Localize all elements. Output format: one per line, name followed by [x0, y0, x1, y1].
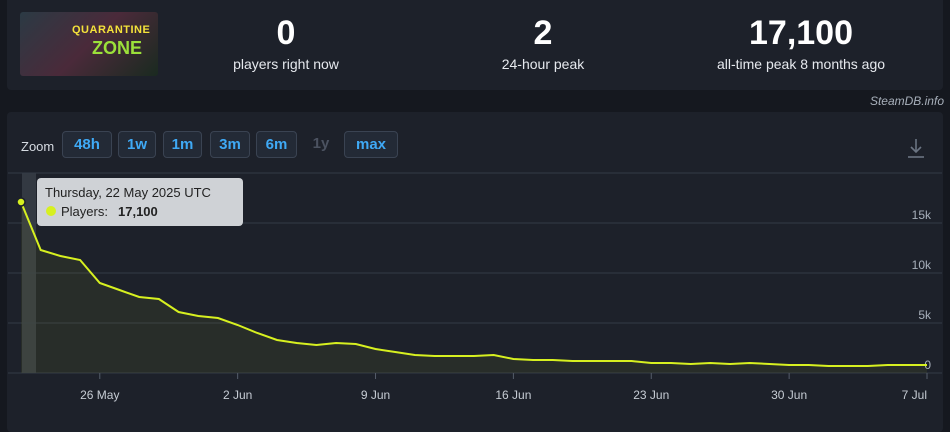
tooltip: Thursday, 22 May 2025 UTC Players: 17,10… [37, 178, 243, 226]
y-tick-label: 10k [912, 258, 932, 272]
line [20, 201, 927, 367]
stat-value: 17,100 [749, 14, 853, 52]
x-tick-label: 7 Jul [902, 388, 927, 402]
x-tick-label: 9 Jun [361, 388, 390, 402]
zoom-button[interactable]: 1m [163, 131, 202, 158]
stat: 17,100 all-time peak 8 months ago [671, 14, 931, 72]
zoom-button[interactable]: max [344, 131, 398, 158]
zoom-button[interactable]: 48h [62, 131, 112, 158]
image-text: QUARANTINE [72, 24, 151, 36]
y-tick-label: 15k [912, 208, 932, 222]
header-panel [7, 0, 943, 90]
stat: 2 24-hour peak [413, 14, 673, 72]
stat-label: all-time peak 8 months ago [716, 56, 886, 72]
area [21, 202, 927, 373]
stat-label: 24-hour peak [501, 56, 585, 72]
zoom-label: Zoom [21, 139, 55, 154]
game-image[interactable]: QUARANTINE ZONE [20, 12, 158, 76]
stat-value: 2 [533, 14, 553, 52]
zoom-button: 1y [312, 135, 330, 152]
y-tick-label: 5k [918, 308, 932, 322]
stat-value: 0 [276, 14, 296, 52]
tooltip-title: Thursday, 22 May 2025 UTC [45, 185, 211, 200]
hover-point [16, 197, 26, 207]
zoom-button[interactable]: 1w [118, 131, 156, 158]
stat-label: players right now [233, 56, 339, 72]
download-icon[interactable] [908, 139, 924, 158]
x-tick-label: 23 Jun [633, 388, 669, 402]
zoom-button[interactable]: 6m [256, 131, 297, 158]
tooltip-label: Players: [61, 204, 108, 219]
x-tick-label: 16 Jun [495, 388, 531, 402]
tooltip-value: 17,100 [118, 204, 158, 219]
image-text: ZONE [92, 38, 143, 58]
x-tick-label: 30 Jun [771, 388, 807, 402]
watermark: SteamDB.info [869, 94, 944, 108]
x-tick-label: 26 May [80, 388, 119, 402]
chart-panel [7, 112, 943, 432]
y-tick-label: 0 [924, 358, 931, 372]
x-tick-label: 2 Jun [223, 388, 252, 402]
stat: 0 players right now [156, 14, 416, 72]
zoom-button[interactable]: 3m [210, 131, 250, 158]
